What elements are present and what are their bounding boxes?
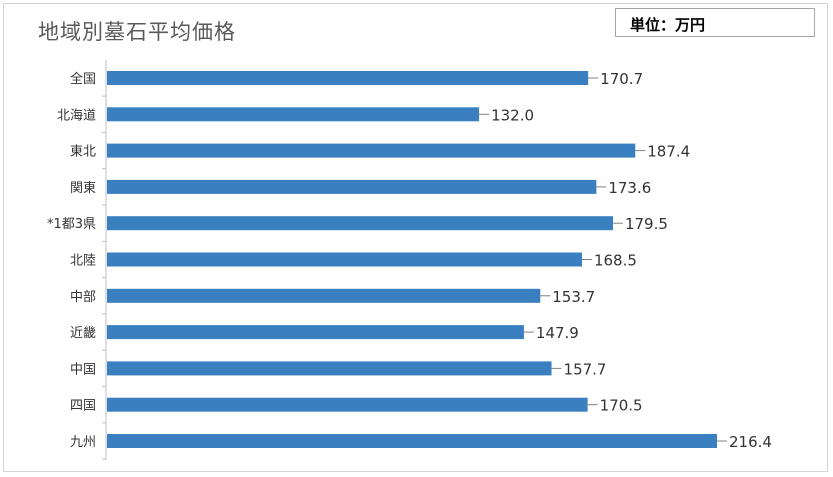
bar [107,252,582,267]
value-label: 147.9 [536,324,579,342]
category-label: 九州 [70,435,96,450]
bar [107,179,597,194]
category-label: 北海道 [57,108,96,123]
category-label: 四国 [70,399,96,414]
category-label: 全国 [70,71,96,87]
unit-label: 単位：万円 [630,16,706,34]
value-label: 187.4 [647,143,690,161]
category-label: 東北 [70,144,96,160]
value-label: 179.5 [625,215,668,233]
category-label: 中部 [70,290,96,305]
category-label: 中国 [70,362,96,377]
category-label: 北陸 [70,253,96,269]
bar [107,325,524,340]
bar [107,143,636,158]
bar [107,216,613,231]
bar [107,397,588,412]
value-label: 173.6 [608,179,651,197]
value-label: 216.4 [729,433,772,451]
chart-title: 地域別墓石平均価格 [38,20,236,44]
unit-box: 単位：万円 [615,8,815,37]
bar [107,361,552,376]
value-label: 170.5 [600,397,643,415]
category-label: 近畿 [70,326,96,341]
bar [107,107,480,122]
value-label: 170.7 [600,70,643,88]
bar [107,434,717,448]
category-label: 関東 [70,180,96,196]
value-label: 153.7 [552,288,595,306]
bar [107,71,589,85]
value-label: 132.0 [491,106,534,124]
category-label: *1都3県 [47,217,96,232]
bar [107,288,541,303]
value-label: 168.5 [594,252,637,270]
value-label: 157.7 [564,360,607,378]
